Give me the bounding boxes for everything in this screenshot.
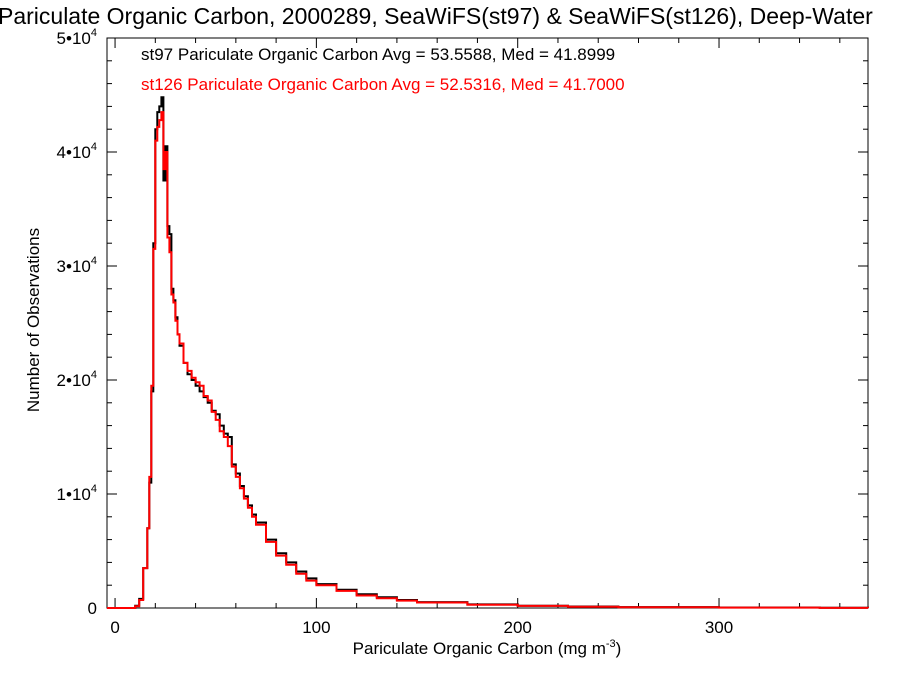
- y-tick-label: 5•104: [57, 27, 97, 48]
- y-tick-label: 4•104: [57, 141, 97, 162]
- plot-area-frame: [106, 37, 869, 609]
- x-tick-labels: 0 100 200 300: [110, 618, 733, 637]
- y-tick-label-exponent: 4: [91, 483, 97, 495]
- y-tick-label-exponent: 4: [91, 369, 97, 381]
- x-axis-label-close: ): [616, 639, 622, 658]
- x-axis-label-text: Pariculate Organic Carbon (mg m: [353, 639, 606, 658]
- y-tick-label-base: 5•10: [57, 29, 91, 48]
- y-tick-label: 0: [88, 599, 97, 618]
- axis-ticks: [107, 37, 868, 609]
- series-layer: [107, 96, 869, 609]
- x-axis-label: Pariculate Organic Carbon (mg m-3): [353, 638, 622, 658]
- x-axis-label-superscript: -3: [606, 638, 616, 650]
- x-tick-label: 300: [705, 618, 733, 637]
- y-tick-label-base: 4•10: [57, 143, 91, 162]
- y-axis-label: Number of Observations: [24, 228, 43, 412]
- y-tick-label-exponent: 4: [91, 27, 97, 39]
- y-tick-label-exponent: 4: [91, 255, 97, 267]
- x-tick-label: 0: [110, 618, 119, 637]
- series-line-st126: [107, 111, 869, 609]
- y-tick-label-base: 2•10: [57, 371, 91, 390]
- legend-entry-st97: st97 Pariculate Organic Carbon Avg = 53.…: [141, 45, 615, 64]
- y-tick-label-base: 0: [88, 599, 97, 618]
- series-line-st97: [107, 96, 869, 609]
- y-tick-label-base: 1•10: [57, 485, 91, 504]
- legend-entry-st126: st126 Pariculate Organic Carbon Avg = 52…: [141, 75, 625, 94]
- x-tick-label: 200: [504, 618, 532, 637]
- x-tick-label: 100: [302, 618, 330, 637]
- y-tick-label-base: 3•10: [57, 257, 91, 276]
- chart-title: Pariculate Organic Carbon, 2000289, SeaW…: [0, 3, 873, 29]
- y-tick-label: 2•104: [57, 369, 97, 390]
- y-tick-label: 1•104: [57, 483, 97, 504]
- y-tick-label-exponent: 4: [91, 141, 97, 153]
- y-tick-label: 3•104: [57, 255, 97, 276]
